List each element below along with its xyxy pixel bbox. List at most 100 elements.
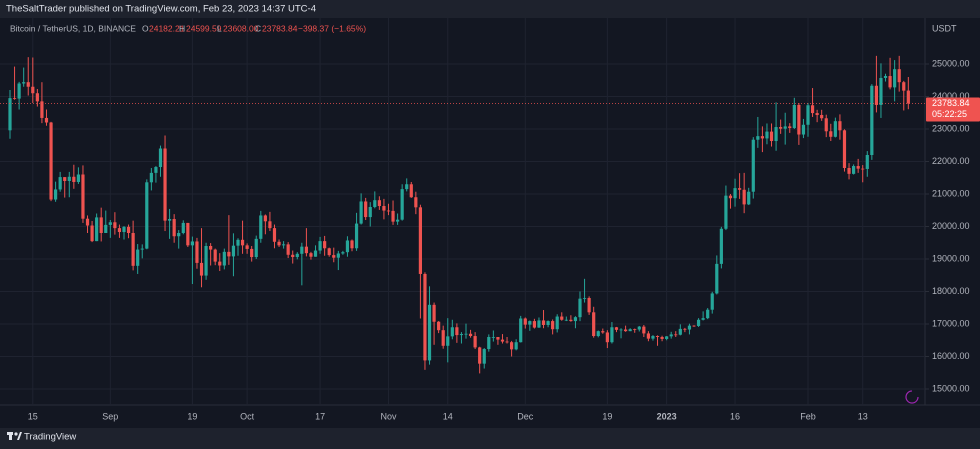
candle-body xyxy=(587,298,591,313)
candle-body xyxy=(669,334,673,337)
candle-body xyxy=(17,83,21,99)
candle-body xyxy=(500,339,505,342)
candle-body xyxy=(63,177,67,181)
y-tick-label: 15000.00 xyxy=(932,383,970,393)
candle-body xyxy=(113,222,117,229)
x-tick-label: Feb xyxy=(800,411,816,421)
candle-body xyxy=(332,255,336,258)
candle-body xyxy=(163,148,167,221)
last-price-label: 23783.84 xyxy=(932,98,970,108)
candle-body xyxy=(168,219,172,221)
candle-body xyxy=(282,244,286,246)
low-label: L xyxy=(217,23,222,33)
candle-body xyxy=(8,98,12,131)
candle-body xyxy=(633,329,637,331)
candle-body xyxy=(31,86,35,94)
candle-body xyxy=(414,197,418,208)
candle-body xyxy=(268,221,272,229)
candle-body xyxy=(546,321,550,325)
candle-body xyxy=(788,126,792,129)
x-tick-label: 14 xyxy=(443,411,453,421)
candle-body xyxy=(701,318,705,320)
candle-body xyxy=(400,189,404,220)
candle-body xyxy=(405,184,409,190)
last-price-box xyxy=(926,97,980,122)
candle-body xyxy=(573,317,578,322)
candle-body xyxy=(35,93,39,102)
candle-body xyxy=(642,326,646,334)
candle-body xyxy=(838,121,842,131)
candle-body xyxy=(532,321,536,328)
candle-body xyxy=(706,309,710,319)
y-tick-label: 22000.00 xyxy=(932,156,970,166)
y-tick-label: 25000.00 xyxy=(932,58,970,68)
candle-body xyxy=(801,124,806,135)
candle-body xyxy=(459,334,464,336)
open-value: 24182.21 xyxy=(149,23,185,33)
candle-body xyxy=(291,254,295,258)
close-label: C xyxy=(255,23,261,33)
candle-body xyxy=(354,223,359,249)
close-value: 23783.84 xyxy=(262,23,298,33)
candle-body xyxy=(738,188,742,190)
candle-body xyxy=(177,233,181,237)
x-tick-label: 19 xyxy=(187,411,197,421)
candle-body xyxy=(906,90,910,104)
candle-body xyxy=(245,245,249,249)
candle-body xyxy=(820,115,824,119)
candle-body xyxy=(227,251,231,257)
candle-body xyxy=(578,298,582,318)
candle-body xyxy=(154,167,158,173)
chart-panel xyxy=(0,18,980,428)
x-tick-label: 15 xyxy=(28,411,38,421)
candle-body xyxy=(655,336,660,338)
candle-body xyxy=(692,325,696,327)
candle-body xyxy=(491,337,495,338)
candle-body xyxy=(136,249,140,266)
candle-body xyxy=(564,319,568,321)
symbol: Bitcoin / TetherUS, 1D, BINANCE xyxy=(10,23,136,33)
candle-body xyxy=(44,117,49,123)
y-tick-label: 18000.00 xyxy=(932,286,970,296)
candle-body xyxy=(446,336,450,346)
candle-body xyxy=(12,98,17,99)
candle-body xyxy=(560,316,564,320)
candle-body xyxy=(624,329,628,332)
candle-body xyxy=(596,331,600,337)
candle-body xyxy=(222,251,226,266)
candle-body xyxy=(870,85,874,155)
candle-body xyxy=(829,131,833,137)
candle-body xyxy=(592,312,596,337)
candle-body xyxy=(295,253,299,258)
candle-body xyxy=(240,239,245,246)
candle-body xyxy=(797,104,801,135)
x-tick-label: 19 xyxy=(602,411,612,421)
candle-body xyxy=(300,246,304,254)
candle-body xyxy=(468,333,473,337)
candle-body xyxy=(842,130,847,168)
candle-body xyxy=(847,167,851,174)
candle-body xyxy=(350,240,354,249)
candle-body xyxy=(774,127,778,142)
x-tick-label: Dec xyxy=(517,411,534,421)
candle-body xyxy=(605,332,609,343)
candle-body xyxy=(40,101,44,118)
candle-body xyxy=(364,201,368,218)
candle-body xyxy=(674,334,678,336)
y-tick-label: 19000.00 xyxy=(932,253,970,263)
candle-body xyxy=(386,210,391,212)
candle-body xyxy=(396,219,400,222)
candle-body xyxy=(108,222,112,225)
candle-body xyxy=(861,168,865,170)
x-tick-label: 16 xyxy=(730,411,740,421)
x-tick-label: Nov xyxy=(380,411,397,421)
candle-body xyxy=(646,333,650,339)
candle-body xyxy=(81,174,85,219)
logo-part xyxy=(17,432,22,440)
candle-body xyxy=(619,329,623,331)
candle-body xyxy=(190,241,194,246)
candle-body xyxy=(678,328,682,335)
x-tick-label: 2023 xyxy=(657,411,677,421)
candle-body xyxy=(450,327,454,337)
y-tick-label: 23000.00 xyxy=(932,123,970,133)
